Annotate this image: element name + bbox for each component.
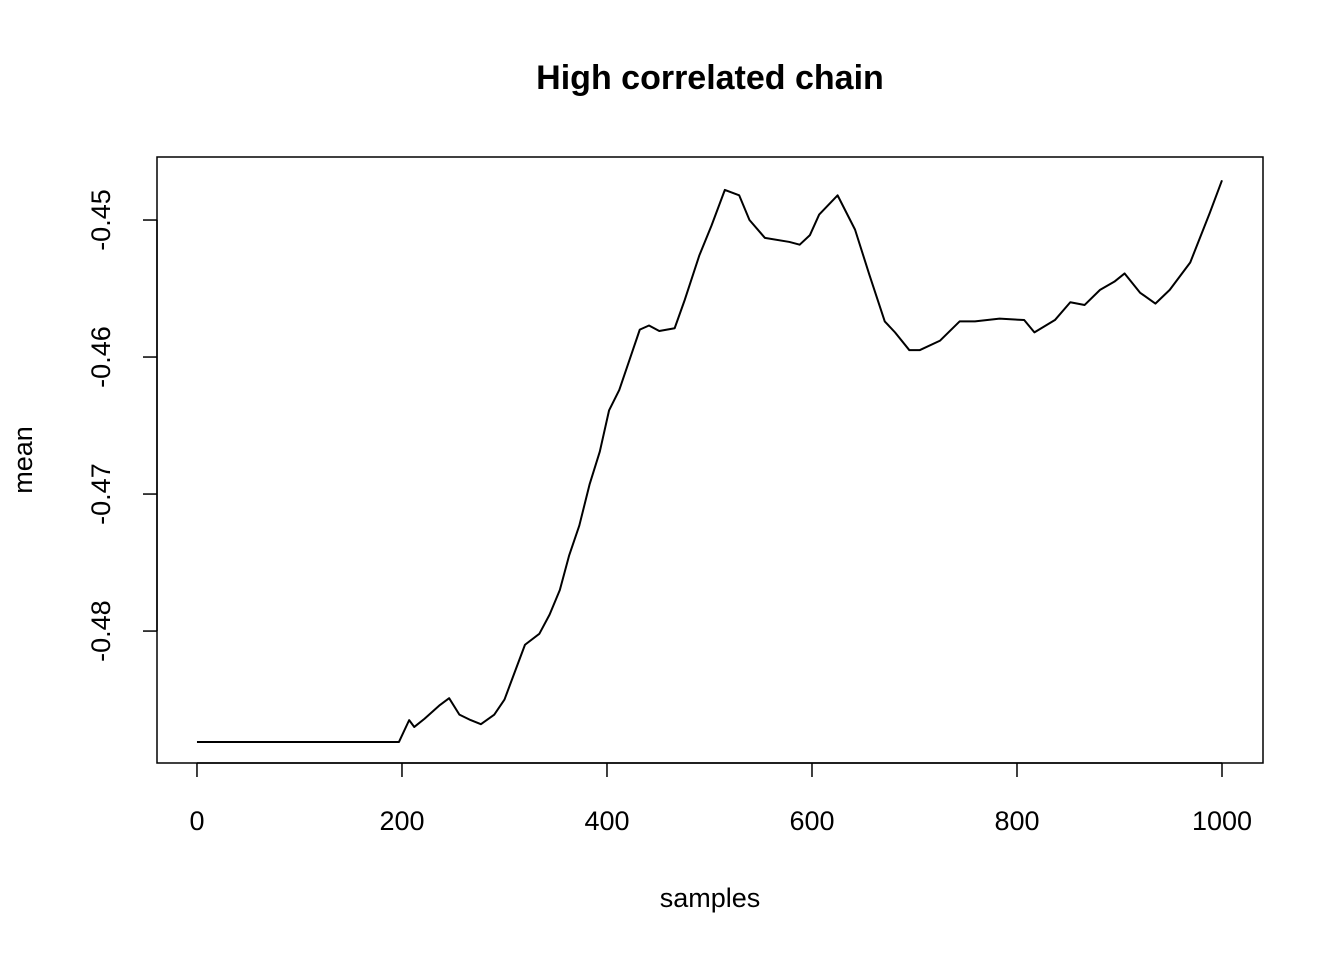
x-tick-label: 0 (189, 806, 204, 836)
x-tick-label: 400 (584, 806, 629, 836)
y-tick-label: -0.48 (86, 600, 116, 662)
x-tick-label: 800 (994, 806, 1039, 836)
x-axis-label: samples (660, 883, 761, 913)
data-line (196, 179, 1223, 744)
y-tick-label: -0.45 (86, 189, 116, 251)
y-axis-label: mean (8, 426, 38, 494)
y-tick-label: -0.47 (86, 463, 116, 525)
x-tick-label: 200 (379, 806, 424, 836)
chart-title: High correlated chain (536, 59, 884, 97)
x-tick-label: 1000 (1192, 806, 1252, 836)
y-tick-label: -0.46 (86, 326, 116, 388)
x-tick-label: 600 (789, 806, 834, 836)
plot-box (156, 156, 1264, 764)
